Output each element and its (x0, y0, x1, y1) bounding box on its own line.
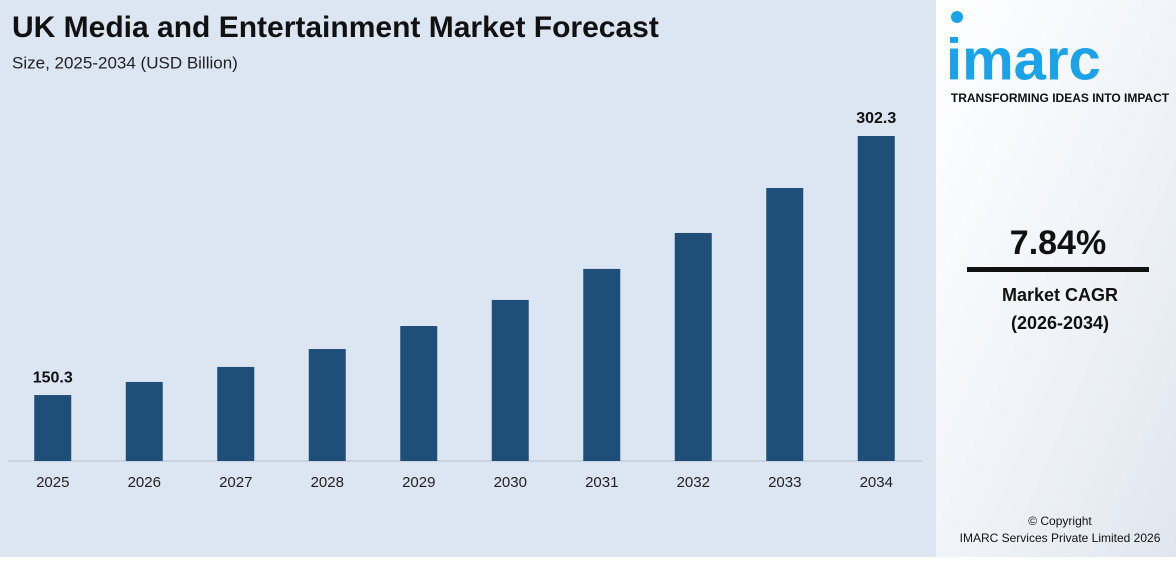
x-tick-label: 2029 (402, 474, 435, 491)
bar (766, 187, 804, 461)
cagr-value: 7.84% (1010, 224, 1106, 262)
bar (400, 326, 438, 461)
x-tick-label: 2027 (219, 474, 252, 491)
chart-title: UK Media and Entertainment Market Foreca… (12, 11, 659, 44)
bar (34, 395, 72, 461)
x-tick-label: 2034 (860, 474, 893, 491)
x-tick-label: 2028 (311, 474, 344, 491)
x-tick-label: 2030 (494, 474, 527, 491)
bar (308, 349, 346, 461)
x-tick-label: 2031 (585, 474, 618, 491)
cagr-label: Market CAGR (1002, 285, 1118, 305)
bar (217, 366, 255, 461)
x-tick-label: 2033 (768, 474, 801, 491)
logo: imarc (946, 27, 1101, 92)
bar (857, 136, 895, 461)
bar (674, 232, 712, 461)
chart-subtitle: Size, 2025-2034 (USD Billion) (12, 53, 238, 72)
logo-dot (951, 11, 963, 23)
sidebar-background (936, 0, 1176, 557)
x-tick-label: 2032 (677, 474, 710, 491)
x-tick-label: 2026 (128, 474, 161, 491)
tagline: TRANSFORMING IDEAS INTO IMPACT (951, 91, 1170, 105)
bar (491, 299, 529, 461)
cagr-rule (967, 267, 1149, 272)
cagr-period: (2026-2034) (1011, 313, 1109, 333)
bar (125, 381, 163, 461)
company: IMARC Services Private Limited 2026 (960, 531, 1161, 545)
bar (583, 268, 621, 461)
value-label: 150.3 (33, 369, 73, 386)
x-tick-label: 2025 (36, 474, 69, 491)
value-label: 302.3 (856, 110, 896, 127)
copyright: © Copyright (1028, 514, 1092, 528)
